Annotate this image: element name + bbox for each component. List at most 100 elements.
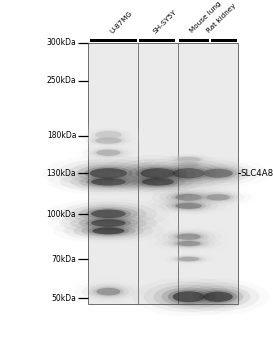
Ellipse shape [86, 128, 131, 141]
Text: Mouse lung: Mouse lung [188, 1, 222, 34]
Ellipse shape [206, 194, 230, 201]
Ellipse shape [91, 137, 126, 145]
Ellipse shape [79, 134, 138, 147]
Ellipse shape [130, 175, 185, 188]
Ellipse shape [162, 154, 215, 166]
Ellipse shape [75, 281, 142, 302]
Ellipse shape [86, 177, 131, 187]
Ellipse shape [159, 159, 219, 171]
Ellipse shape [93, 149, 124, 157]
Ellipse shape [151, 188, 226, 207]
Ellipse shape [109, 159, 207, 188]
Ellipse shape [170, 255, 207, 263]
Ellipse shape [171, 193, 206, 202]
Ellipse shape [177, 161, 259, 186]
Ellipse shape [193, 166, 243, 181]
Ellipse shape [151, 197, 226, 215]
Ellipse shape [159, 199, 218, 213]
Ellipse shape [60, 202, 157, 226]
Ellipse shape [71, 132, 146, 149]
Ellipse shape [75, 144, 142, 161]
Ellipse shape [86, 135, 131, 146]
Ellipse shape [173, 291, 205, 302]
Text: SLC4A8: SLC4A8 [241, 169, 273, 178]
Ellipse shape [168, 155, 209, 164]
Ellipse shape [186, 286, 250, 308]
Ellipse shape [155, 236, 222, 251]
Ellipse shape [203, 292, 233, 302]
Ellipse shape [88, 147, 129, 158]
Ellipse shape [93, 287, 124, 296]
Text: 50kDa: 50kDa [51, 294, 76, 303]
Bar [90, 39, 136, 42]
Ellipse shape [120, 162, 196, 184]
Ellipse shape [177, 241, 201, 246]
Ellipse shape [193, 288, 243, 306]
Ellipse shape [86, 208, 131, 219]
Ellipse shape [166, 201, 211, 211]
Ellipse shape [71, 124, 146, 146]
Ellipse shape [70, 215, 147, 231]
Ellipse shape [60, 212, 157, 233]
Ellipse shape [168, 239, 209, 248]
Bar [139, 39, 175, 42]
Ellipse shape [199, 290, 237, 303]
Ellipse shape [165, 160, 212, 170]
Ellipse shape [144, 281, 234, 312]
Ellipse shape [153, 285, 224, 309]
Ellipse shape [79, 206, 138, 221]
Ellipse shape [142, 178, 174, 186]
Ellipse shape [165, 254, 212, 264]
Text: 130kDa: 130kDa [47, 169, 76, 178]
Ellipse shape [166, 191, 211, 203]
Ellipse shape [92, 228, 124, 234]
Ellipse shape [96, 288, 120, 295]
Ellipse shape [155, 152, 222, 167]
Ellipse shape [199, 168, 237, 179]
Ellipse shape [198, 192, 239, 203]
Text: SH-SY5Y: SH-SY5Y [152, 8, 178, 34]
Ellipse shape [162, 230, 215, 244]
Ellipse shape [81, 225, 136, 237]
Ellipse shape [192, 190, 245, 204]
Text: 250kDa: 250kDa [47, 76, 76, 85]
Ellipse shape [159, 253, 219, 265]
Bar [211, 39, 237, 42]
Ellipse shape [88, 226, 129, 235]
Ellipse shape [79, 127, 138, 143]
Text: Rat kidney: Rat kidney [206, 3, 237, 34]
Ellipse shape [177, 282, 259, 311]
Ellipse shape [91, 178, 126, 186]
Ellipse shape [161, 287, 216, 306]
Ellipse shape [95, 138, 122, 144]
Ellipse shape [203, 193, 234, 201]
Text: 100kDa: 100kDa [47, 210, 76, 219]
Ellipse shape [90, 168, 127, 178]
Ellipse shape [56, 159, 161, 188]
Ellipse shape [63, 221, 153, 240]
Ellipse shape [173, 156, 204, 163]
Ellipse shape [79, 175, 138, 188]
Ellipse shape [96, 149, 120, 156]
Ellipse shape [70, 174, 147, 190]
Ellipse shape [171, 202, 206, 210]
Bar [179, 39, 209, 42]
Ellipse shape [184, 189, 252, 206]
Text: 180kDa: 180kDa [47, 131, 76, 140]
Ellipse shape [82, 283, 135, 300]
Ellipse shape [170, 161, 207, 168]
Ellipse shape [60, 171, 157, 193]
Ellipse shape [76, 164, 140, 182]
Ellipse shape [70, 204, 147, 223]
Ellipse shape [186, 163, 250, 183]
Ellipse shape [175, 203, 202, 209]
Ellipse shape [73, 223, 144, 238]
Ellipse shape [84, 167, 133, 180]
Ellipse shape [91, 219, 126, 227]
Ellipse shape [162, 238, 215, 249]
Ellipse shape [82, 146, 135, 160]
Ellipse shape [79, 217, 138, 230]
Ellipse shape [137, 177, 179, 187]
Bar [88, 43, 238, 303]
Ellipse shape [168, 231, 209, 242]
